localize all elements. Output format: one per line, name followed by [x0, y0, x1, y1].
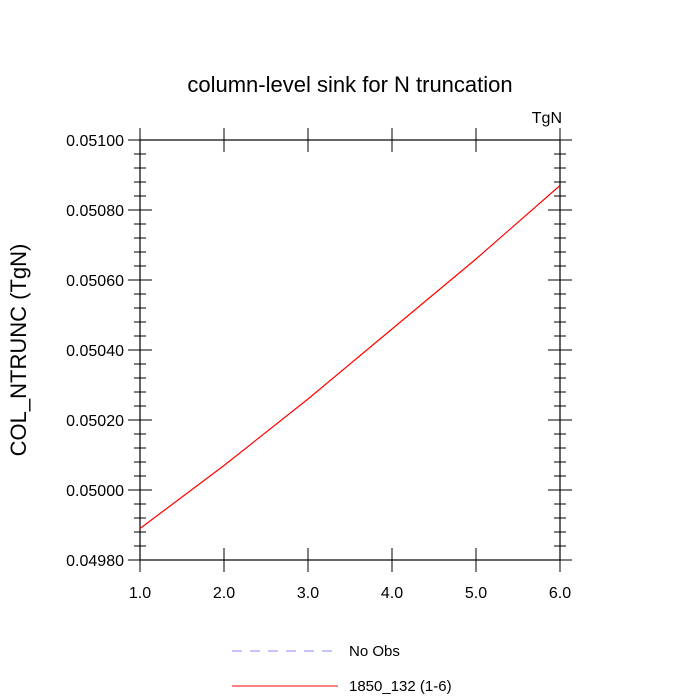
y-tick-label: 0.05060	[66, 273, 124, 290]
x-tick-label: 2.0	[213, 585, 235, 602]
units-label: TgN	[532, 110, 562, 127]
legend: No Obs 1850_132 (1-6)	[232, 643, 452, 695]
x-tick-label: 3.0	[297, 585, 319, 602]
series-line-1	[139, 185, 561, 529]
x-tick-label: 1.0	[129, 585, 151, 602]
y-tick-label: 0.05040	[66, 343, 124, 360]
y-tick-label: 0.05020	[66, 413, 124, 430]
y-tick-label: 0.05100	[66, 133, 124, 150]
plot-frame	[139, 139, 561, 561]
x-tick-label: 5.0	[465, 585, 487, 602]
y-axis-label: COL_NTRUNC (TgN)	[6, 244, 31, 457]
y-tick-label: 0.04980	[66, 553, 124, 570]
y-tick-label: 0.05080	[66, 203, 124, 220]
tick-labels: 1.0 2.0 3.0 4.0 5.0 6.0 0.04980 0.05000 0.05020 0…	[66, 133, 571, 602]
x-tick-label: 6.0	[549, 585, 571, 602]
legend-label: 1850_132 (1-6)	[349, 678, 452, 695]
legend-label: No Obs	[349, 643, 400, 660]
x-tick-label: 4.0	[381, 585, 403, 602]
y-tick-label: 0.05000	[66, 483, 124, 500]
chart-title: column-level sink for N truncation	[187, 72, 512, 97]
axis-ticks	[128, 128, 572, 572]
series-lines	[139, 185, 561, 529]
